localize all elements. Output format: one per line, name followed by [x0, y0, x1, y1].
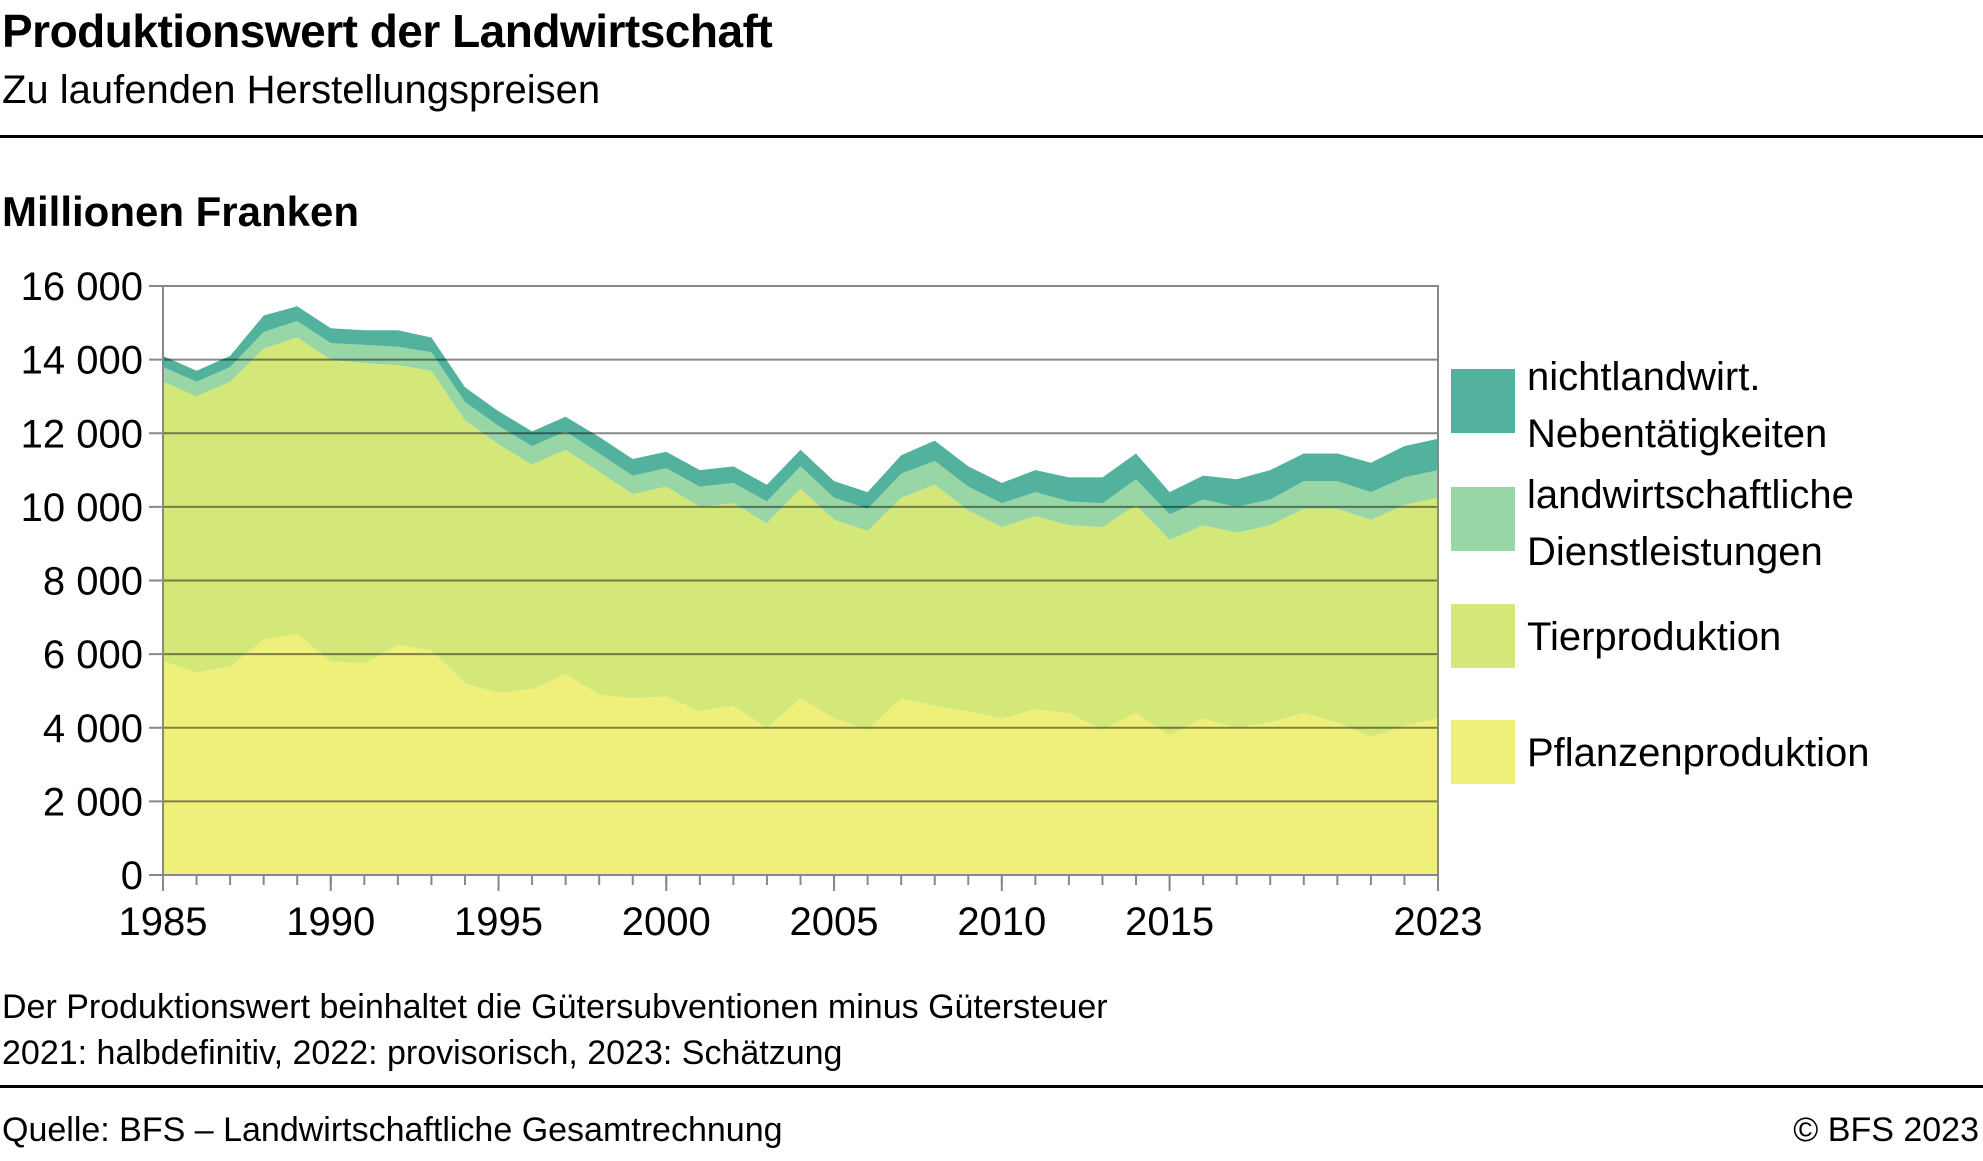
legend-label-1-line2: Dienstleistungen — [1527, 530, 1823, 574]
y-tick-label-3: 6 000 — [43, 633, 143, 677]
legend-swatch-1 — [1451, 487, 1515, 551]
area-series-0 — [163, 633, 1438, 875]
grid-lines — [163, 358, 1438, 803]
legend-swatch-0 — [1451, 369, 1515, 433]
legend-label-0-line2: Nebentätigkeiten — [1527, 412, 1827, 456]
footnote-status: 2021: halbdefinitiv, 2022: provisorisch,… — [2, 1034, 843, 1072]
x-axis: 1985 1990 1995 2000 2005 2010 2015 2023 — [119, 875, 1483, 944]
chart-subtitle: Zu laufenden Herstellungspreisen — [2, 68, 601, 112]
area-series-1 — [163, 337, 1438, 737]
x-tick-label-5: 2010 — [957, 900, 1046, 944]
source-line: Quelle: BFS – Landwirtschaftliche Gesamt… — [2, 1111, 783, 1149]
area-chart: 0 2 000 4 000 6 000 8 000 10 000 12 000 14 000 1… — [21, 265, 1870, 944]
bottom-divider — [0, 1085, 1983, 1088]
y-axis-unit-label: Millionen Franken — [2, 188, 360, 235]
footnote-subsidies: Der Produktionswert beinhaltet die Güter… — [2, 988, 1108, 1026]
top-divider — [0, 135, 1983, 138]
chart-title: Produktionswert der Landwirtschaft — [2, 5, 773, 57]
y-tick-label-8: 16 000 — [21, 265, 143, 309]
x-tick-label-1: 1990 — [286, 900, 375, 944]
y-tick-label-0: 0 — [121, 854, 143, 898]
y-tick-label-7: 14 000 — [21, 339, 143, 383]
y-tick-label-6: 12 000 — [21, 412, 143, 456]
x-tick-label-7: 2023 — [1394, 900, 1483, 944]
legend-swatch-2 — [1451, 604, 1515, 668]
y-axis: 0 2 000 4 000 6 000 8 000 10 000 12 000 14 000 1… — [21, 265, 163, 898]
x-tick-label-0: 1985 — [119, 900, 208, 944]
legend-label-3: Pflanzenproduktion — [1527, 731, 1869, 775]
y-tick-label-4: 8 000 — [43, 560, 143, 604]
area-series-group — [163, 306, 1438, 875]
y-tick-label-2: 4 000 — [43, 707, 143, 751]
legend-label-1-line1: landwirtschaftliche — [1527, 473, 1854, 517]
x-tick-label-3: 2000 — [622, 900, 711, 944]
copyright-line: © BFS 2023 — [1793, 1111, 1979, 1149]
legend: nichtlandwirt. Nebentätigkeiten landwirtsc… — [1451, 355, 1869, 784]
x-tick-label-6: 2015 — [1125, 900, 1214, 944]
x-tick-label-2: 1995 — [454, 900, 543, 944]
x-tick-label-4: 2005 — [790, 900, 879, 944]
legend-label-2: Tierproduktion — [1527, 615, 1781, 659]
legend-label-0-line1: nichtlandwirt. — [1527, 355, 1760, 399]
y-tick-label-1: 2 000 — [43, 780, 143, 824]
legend-swatch-3 — [1451, 720, 1515, 784]
y-tick-label-5: 10 000 — [21, 486, 143, 530]
